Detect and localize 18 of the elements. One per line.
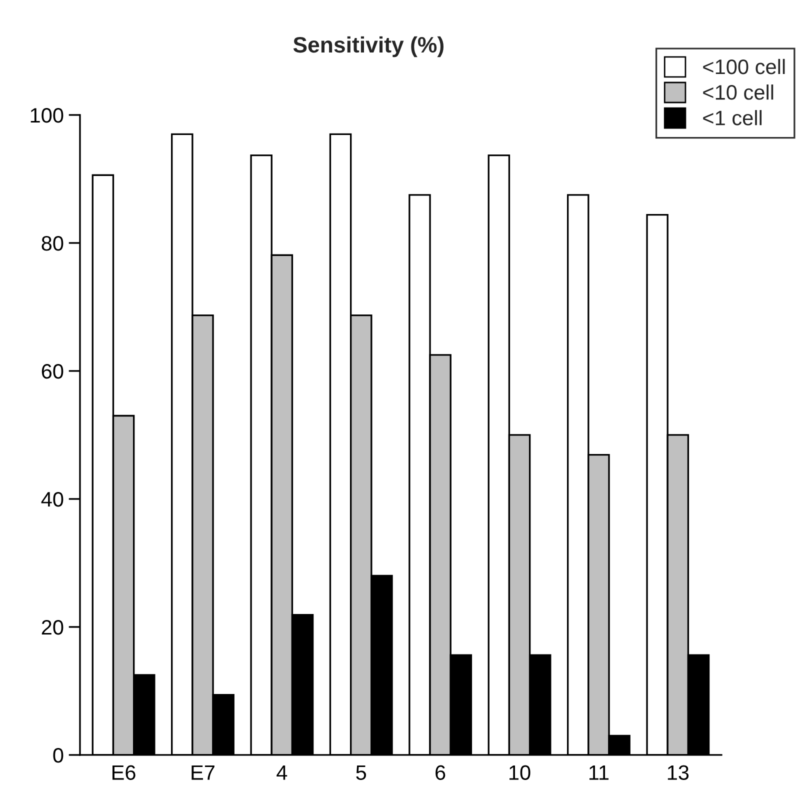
x-tick-label: E6 xyxy=(112,765,136,780)
x-tick-label: 13 xyxy=(668,765,689,780)
legend-label: <10 cell xyxy=(703,84,774,100)
chart-title: Sensitivity (%) xyxy=(293,36,444,58)
x-tick-label: 4 xyxy=(276,765,288,780)
x-tick-label: 5 xyxy=(356,765,366,780)
y-tick-label: 0 xyxy=(53,748,64,763)
legend-label: <1 cell xyxy=(703,110,762,126)
y-tick-label: 20 xyxy=(42,620,64,635)
y-tick-label: 100 xyxy=(30,108,64,123)
y-tick-label: 60 xyxy=(42,364,64,379)
x-tick-label: 6 xyxy=(436,765,446,780)
y-tick-label: 40 xyxy=(41,492,64,507)
x-tick-label: 10 xyxy=(510,765,530,780)
x-tick-label: E7 xyxy=(192,765,214,780)
legend-label: <100 cell xyxy=(703,58,785,74)
x-tick-label: 11 xyxy=(589,765,609,780)
y-tick-label: 80 xyxy=(42,236,64,251)
